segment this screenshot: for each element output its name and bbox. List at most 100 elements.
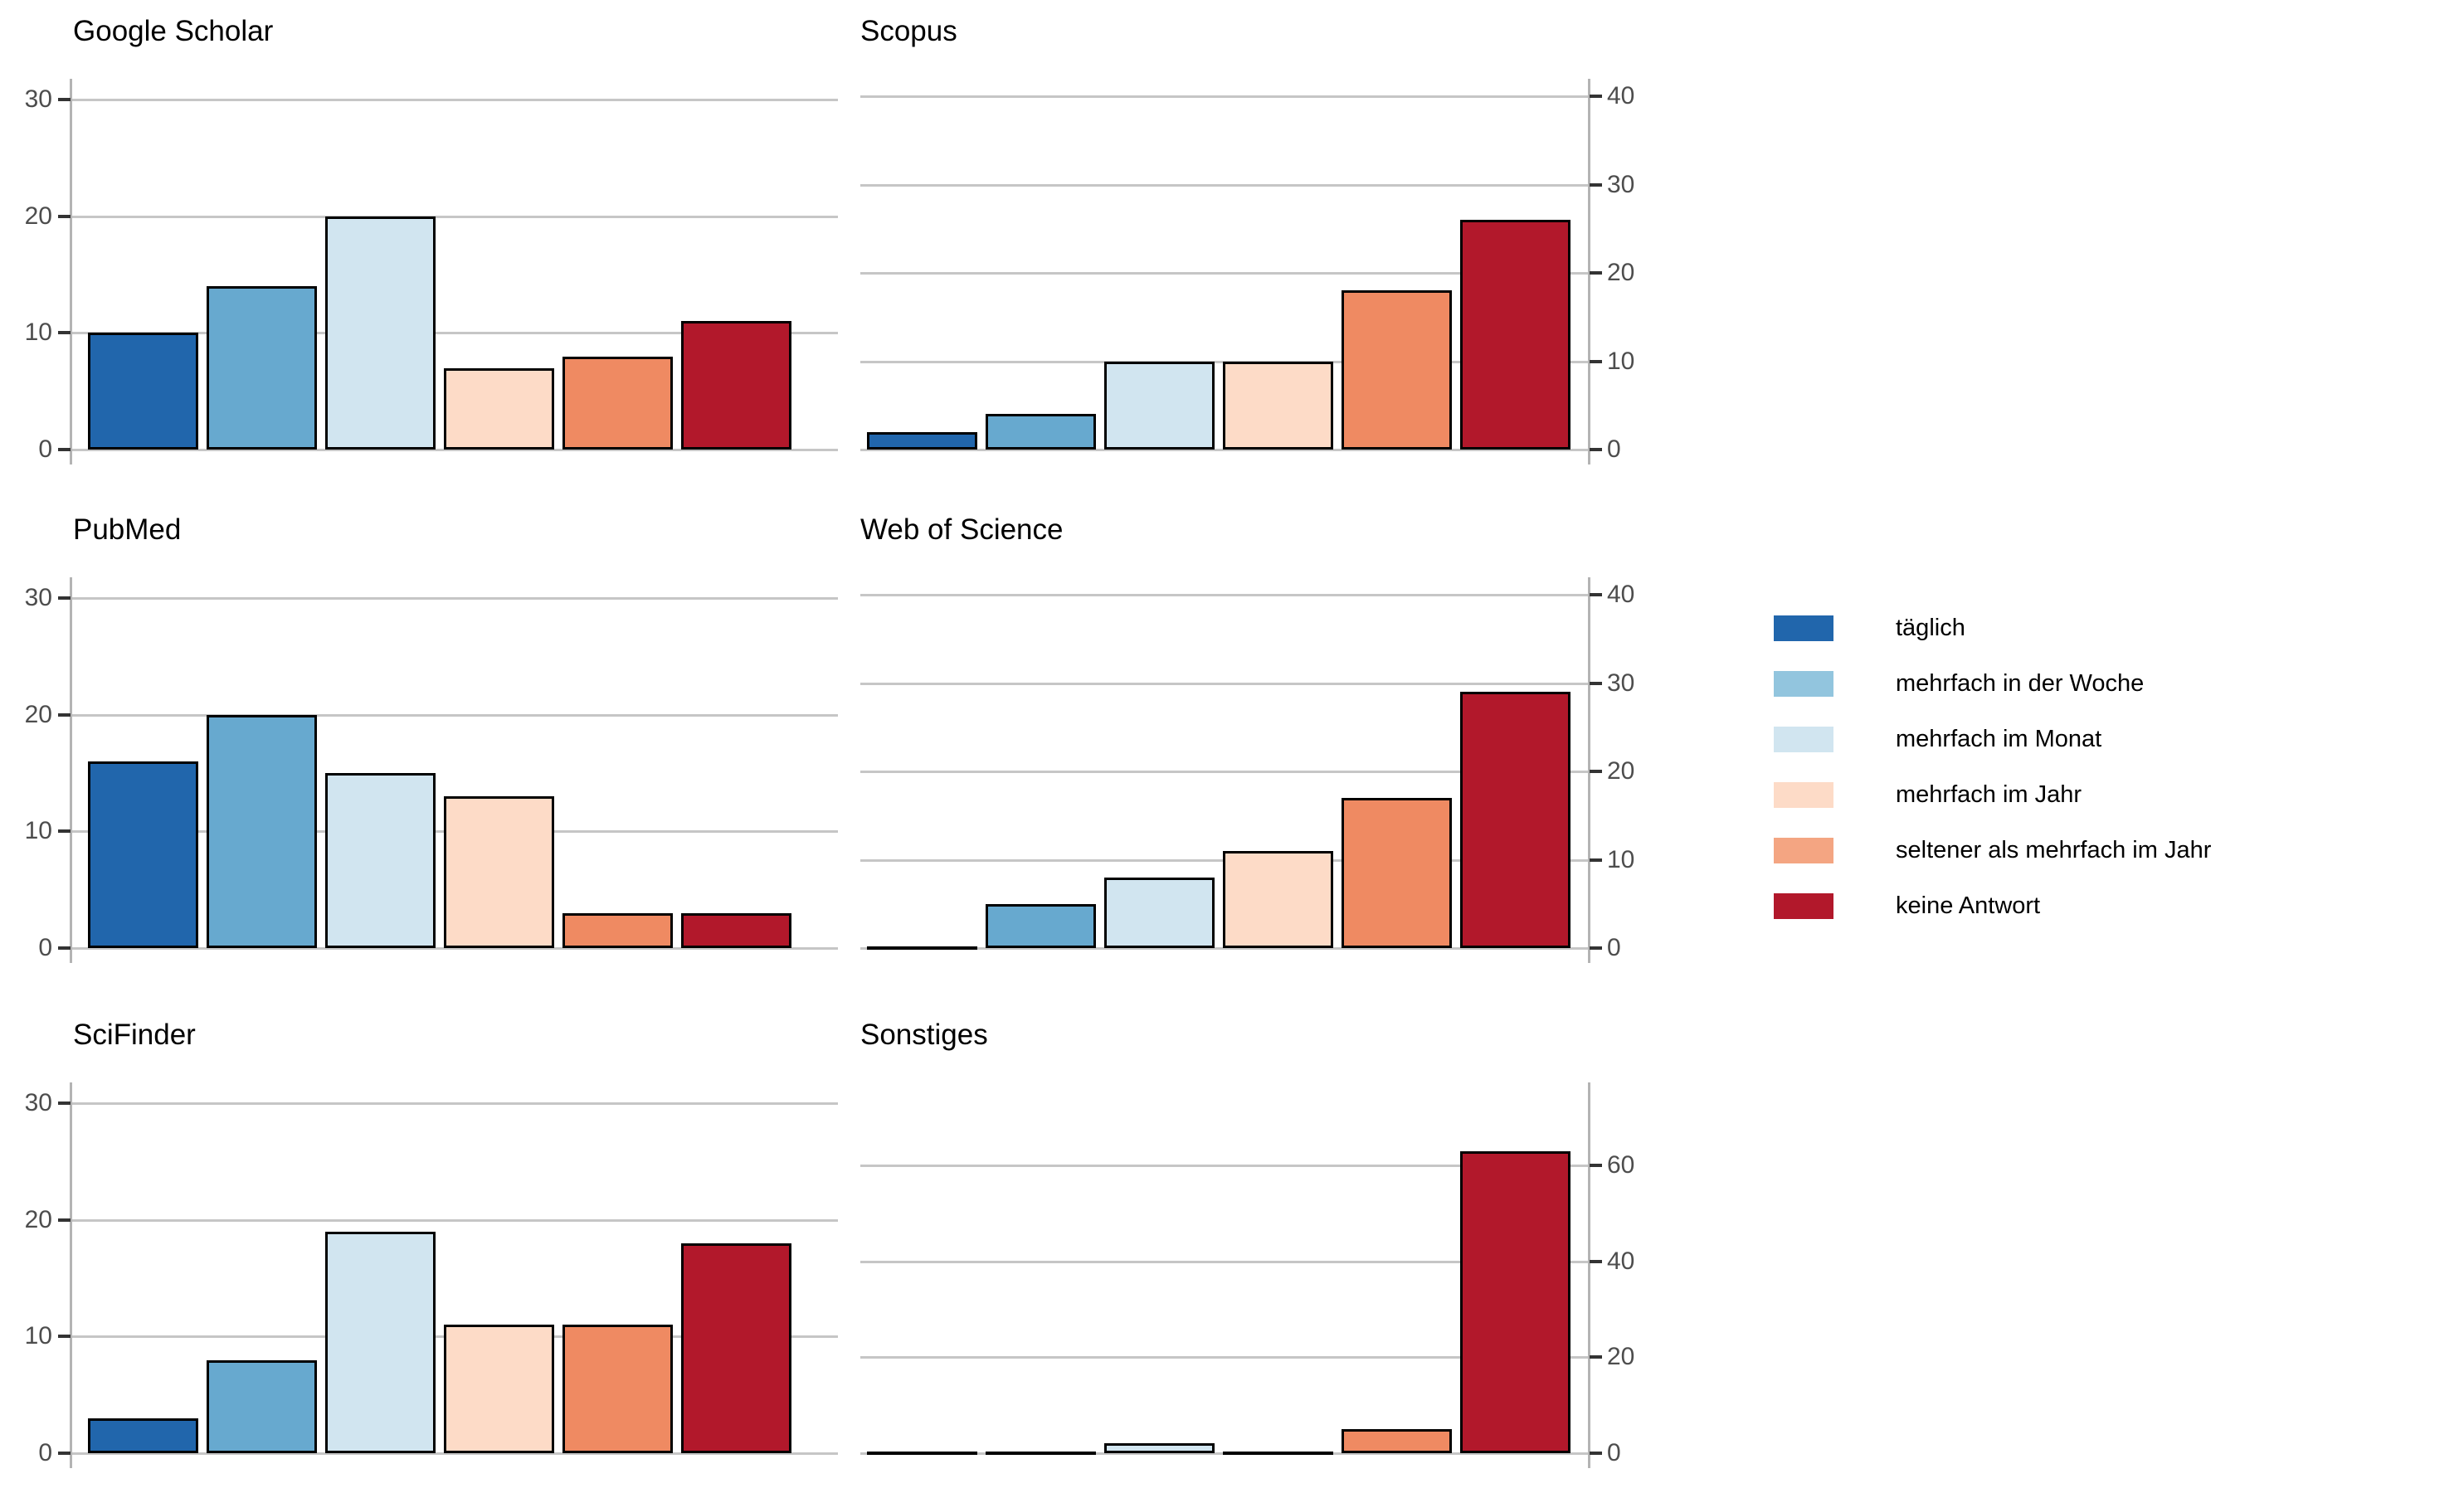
legend-swatch-t-glich: [1774, 615, 1833, 641]
bar-t-glich-zero: [867, 946, 977, 950]
bar-t-glich: [88, 333, 198, 450]
y-axis-tick-label: 20: [1607, 259, 1635, 287]
y-axis-tick: [1590, 858, 1602, 862]
y-axis-tick-label: 20: [1607, 757, 1635, 785]
bar-mehrfach-im-monat: [1104, 361, 1215, 450]
gridline-y20: [860, 771, 1589, 774]
bar-seltener-als-mehrfach-im-jahr: [1342, 1429, 1452, 1453]
legend-label: keine Antwort: [1896, 892, 2041, 919]
bar-t-glich-zero: [867, 1452, 977, 1455]
bar-keine-antwort: [1460, 220, 1570, 450]
gridline-y20: [71, 1218, 838, 1222]
legend-swatch-mehrfach-in-der-woche: [1774, 670, 1833, 697]
gridline-y0: [71, 449, 838, 451]
y-axis-tick: [1590, 946, 1602, 950]
y-axis-tick-label: 40: [1607, 82, 1635, 110]
y-axis-tick: [1590, 359, 1602, 363]
bar-seltener-als-mehrfach-im-jahr: [562, 1325, 673, 1453]
legend-label: mehrfach in der Woche: [1896, 670, 2145, 697]
bar-keine-antwort: [681, 912, 791, 948]
y-axis-tick: [1590, 1164, 1602, 1168]
bar-mehrfach-im-monat: [1104, 1443, 1215, 1453]
y-axis-tick: [58, 1218, 71, 1222]
gridline-y0: [71, 1452, 838, 1455]
gridline-y20: [71, 713, 838, 717]
gridline-y40: [860, 594, 1589, 597]
gridline-y0: [860, 449, 1589, 451]
legend-swatch-mehrfach-im-jahr: [1774, 781, 1833, 808]
gridline-y30: [71, 99, 838, 102]
bar-t-glich: [88, 1418, 198, 1453]
y-axis-tick-label: 40: [1607, 1247, 1635, 1275]
panel-title-web-of-science: Web of Science: [860, 513, 1064, 546]
y-axis-line: [1588, 577, 1590, 963]
y-axis-tick-label: 0: [1607, 1439, 1621, 1466]
legend-label: täglich: [1896, 615, 1965, 641]
y-axis-tick: [1590, 271, 1602, 275]
gridline-y0: [71, 947, 838, 950]
y-axis-tick-label: 10: [24, 1322, 52, 1350]
y-axis-tick-label: 20: [24, 700, 52, 728]
y-axis-tick: [58, 712, 71, 717]
y-axis-tick-label: 10: [1607, 845, 1635, 873]
legend-label: mehrfach im Jahr: [1896, 781, 2082, 808]
gridline-y20: [71, 215, 838, 218]
y-axis-tick-label: 20: [1607, 1343, 1635, 1371]
y-axis-tick: [1590, 770, 1602, 774]
gridline-y20: [860, 272, 1589, 275]
y-axis-tick: [58, 214, 71, 218]
gridline-y0: [860, 947, 1589, 950]
y-axis-tick-label: 0: [38, 435, 52, 463]
y-axis-tick: [1590, 1355, 1602, 1359]
bar-mehrfach-im-monat: [325, 216, 436, 450]
y-axis-tick: [1590, 448, 1602, 451]
y-axis-tick-label: 30: [1607, 170, 1635, 198]
bar-mehrfach-in-der-woche: [986, 414, 1096, 450]
panel-title-scopus: Scopus: [860, 15, 957, 47]
gridline-y10: [71, 332, 838, 335]
bar-mehrfach-im-jahr: [444, 367, 554, 450]
y-axis-tick-label: 10: [24, 319, 52, 347]
y-axis-tick: [58, 448, 71, 451]
y-axis-tick-label: 20: [24, 202, 52, 230]
bar-seltener-als-mehrfach-im-jahr: [562, 356, 673, 450]
bar-mehrfach-im-jahr: [1223, 361, 1333, 450]
bar-mehrfach-in-der-woche: [207, 286, 317, 450]
panel-title-pubmed: PubMed: [73, 513, 182, 546]
bar-mehrfach-in-der-woche: [207, 1359, 317, 1453]
y-axis-tick: [58, 596, 71, 601]
bar-mehrfach-im-jahr: [1223, 850, 1333, 948]
bar-seltener-als-mehrfach-im-jahr: [562, 912, 673, 948]
y-axis-tick: [58, 1452, 71, 1455]
gridline-y30: [860, 682, 1589, 685]
y-axis-tick-label: 0: [38, 1439, 52, 1466]
y-axis-tick: [1590, 1259, 1602, 1263]
bar-mehrfach-in-der-woche-zero: [986, 1452, 1096, 1455]
legend-label: mehrfach im Monat: [1896, 726, 2102, 752]
gridline-y30: [860, 183, 1589, 187]
panel-title-scifinder: SciFinder: [73, 1019, 196, 1051]
panel-title-google-scholar: Google Scholar: [73, 15, 274, 47]
bar-mehrfach-im-monat: [325, 773, 436, 948]
bar-mehrfach-im-monat: [1104, 877, 1215, 948]
bar-t-glich: [88, 761, 198, 948]
y-axis-tick: [1590, 593, 1602, 597]
y-axis-tick-label: 40: [1607, 581, 1635, 609]
bar-keine-antwort: [1460, 692, 1570, 948]
legend-label: seltener als mehrfach im Jahr: [1896, 837, 2212, 863]
bar-keine-antwort: [681, 321, 791, 450]
gridline-y40: [860, 95, 1589, 99]
y-axis-tick: [58, 829, 71, 834]
panel-title-sonstiges: Sonstiges: [860, 1019, 988, 1051]
y-axis-tick: [58, 946, 71, 950]
y-axis-tick-label: 30: [24, 85, 52, 114]
gridline-y40: [860, 1260, 1589, 1263]
y-axis-tick: [1590, 681, 1602, 685]
y-axis-tick: [1590, 182, 1602, 187]
y-axis-tick: [58, 1102, 71, 1106]
y-axis-tick-label: 30: [1607, 669, 1635, 697]
y-axis-line: [70, 79, 72, 464]
bar-t-glich: [867, 431, 977, 450]
y-axis-tick: [58, 98, 71, 102]
